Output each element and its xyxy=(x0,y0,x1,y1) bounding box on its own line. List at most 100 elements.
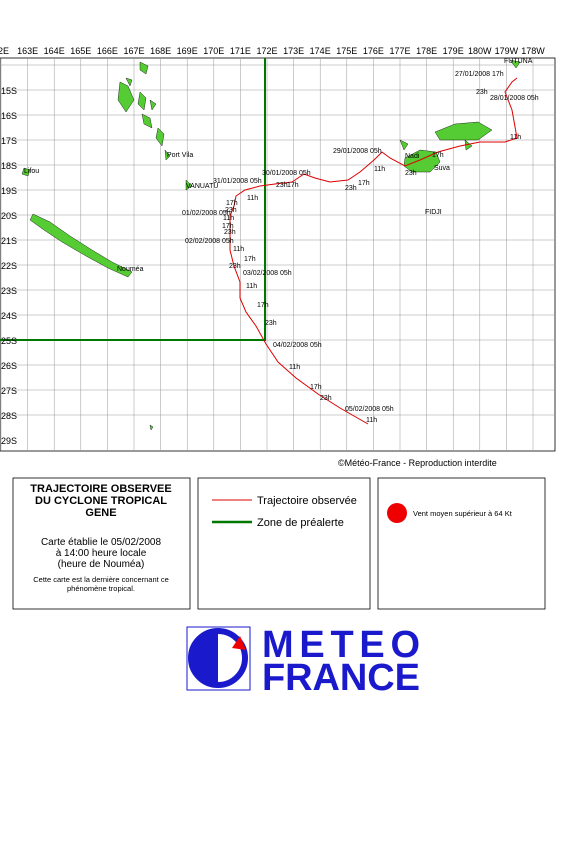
note-line: Cette carte est la dernière concernant c… xyxy=(33,575,169,584)
track-label: 17h xyxy=(257,302,269,309)
track-label: 23h xyxy=(476,89,488,96)
info-box xyxy=(12,477,191,610)
track-label: 17h xyxy=(222,223,234,230)
lat-label: 19S xyxy=(1,186,17,196)
wind-legend: Vent moyen supérieur à 64 Kt xyxy=(413,509,513,518)
track-label: 17h xyxy=(310,384,322,391)
track-label: 28/01/2008 05h xyxy=(490,95,539,102)
lat-label: 26S xyxy=(1,361,17,371)
lat-label: 17S xyxy=(1,136,17,146)
prealert-zone xyxy=(0,58,266,341)
track-label: 11h xyxy=(374,166,385,173)
place-label: Suva xyxy=(434,165,450,172)
lon-label: 171E xyxy=(230,46,251,56)
lon-label: 163E xyxy=(17,46,38,56)
lat-label: 22S xyxy=(1,261,17,271)
track-label: 11h xyxy=(289,364,300,371)
note-line: phénomène tropical. xyxy=(67,584,135,593)
lon-label: 179W xyxy=(495,46,519,56)
date-line: à 14:00 heure locale xyxy=(56,548,147,559)
date-line: Carte établie le 05/02/2008 xyxy=(41,537,162,548)
lat-label: 21S xyxy=(1,236,17,246)
lon-label: 177E xyxy=(389,46,410,56)
lon-label: 165E xyxy=(70,46,91,56)
vanuatu xyxy=(117,61,193,191)
lon-label: 173E xyxy=(283,46,304,56)
lon-label: 174E xyxy=(310,46,331,56)
wind-swatch xyxy=(387,503,407,523)
lat-label: 25S xyxy=(1,336,17,346)
lat-label: 15S xyxy=(1,86,17,96)
place-label: FUTUNA xyxy=(504,58,533,65)
wind-box xyxy=(377,477,546,610)
track-label: 29/01/2008 05h xyxy=(333,148,382,155)
legend-box xyxy=(197,477,371,610)
lon-label: 175E xyxy=(336,46,357,56)
lat-label: 24S xyxy=(1,311,17,321)
track-label: 27/01/2008 17h xyxy=(455,71,504,78)
place-label: Nadi xyxy=(405,153,420,160)
lon-label: 176E xyxy=(363,46,384,56)
track-label: 23h xyxy=(224,229,236,236)
zone-legend: Zone de préalerte xyxy=(257,517,344,529)
track-label: 02/02/2008 05h xyxy=(185,238,234,245)
title-line: TRAJECTOIRE OBSERVEE xyxy=(30,483,171,495)
track-label: 23h xyxy=(265,320,277,327)
lon-label: 172E xyxy=(256,46,277,56)
lon-label: 170E xyxy=(203,46,224,56)
track-label: 23h xyxy=(345,185,357,192)
track-label: 23h xyxy=(225,207,237,214)
lat-label: 28S xyxy=(1,411,17,421)
track-label: 23h xyxy=(405,170,417,177)
place-label: Nouméa xyxy=(117,266,144,273)
copyright: ©Météo-France - Reproduction interdite xyxy=(338,458,497,468)
track-legend: Trajectoire observée xyxy=(257,495,357,507)
track-label: 03/02/2008 05h xyxy=(243,270,292,277)
cyclone-track xyxy=(229,77,518,425)
lon-label: 168E xyxy=(150,46,171,56)
track-label: 11h xyxy=(223,215,234,222)
track-label: 04/02/2008 05h xyxy=(273,342,322,349)
lat-label: 18S xyxy=(1,161,17,171)
track-label: 30/01/2008 05h xyxy=(262,170,311,177)
logo-triangle xyxy=(232,636,246,650)
track-label: 23h xyxy=(229,263,241,270)
lon-label: 164E xyxy=(44,46,65,56)
track-label: 11h xyxy=(246,283,257,290)
track-label: 17h xyxy=(432,152,444,159)
track-label: 01/02/2008 05h xyxy=(182,210,231,217)
lon-label: 169E xyxy=(177,46,198,56)
track-label: 11h xyxy=(233,246,244,253)
land xyxy=(21,59,521,431)
track-label: 05/02/2008 05h xyxy=(345,406,394,413)
new-caledonia xyxy=(29,213,133,278)
lon-label: 62E xyxy=(0,46,9,56)
logo-text: FRANCE xyxy=(262,657,420,699)
lon-label: 167E xyxy=(123,46,144,56)
logo: METEO FRANCE xyxy=(186,624,420,699)
track-label: 31/01/2008 05h xyxy=(213,178,262,185)
lat-label: 27S xyxy=(1,386,17,396)
track-label: 11h xyxy=(366,417,377,424)
map-labels: 62E 163E 164E 165E 166E 167E 168E 169E 170E 171E 1… xyxy=(0,46,545,446)
place-label: Lifou xyxy=(24,168,39,175)
title-line: DU CYCLONE TROPICAL xyxy=(35,495,167,507)
lon-label: 179E xyxy=(443,46,464,56)
track-label: 11h xyxy=(510,134,521,141)
date-line: (heure de Nouméa) xyxy=(58,559,145,570)
lon-label: 178E xyxy=(416,46,437,56)
title-line: GENE xyxy=(85,507,116,519)
lon-label: 178W xyxy=(521,46,545,56)
place-label: Port Vila xyxy=(167,152,193,159)
lon-label: 180W xyxy=(468,46,492,56)
lat-label: 23S xyxy=(1,286,17,296)
fiji xyxy=(21,59,521,431)
track-label: 17h xyxy=(287,182,299,189)
logo-text: METEO xyxy=(262,624,420,666)
track-label: 23h xyxy=(320,395,332,402)
lat-label: 16S xyxy=(1,111,17,121)
track-label: 17h xyxy=(358,180,370,187)
lon-label: 166E xyxy=(97,46,118,56)
